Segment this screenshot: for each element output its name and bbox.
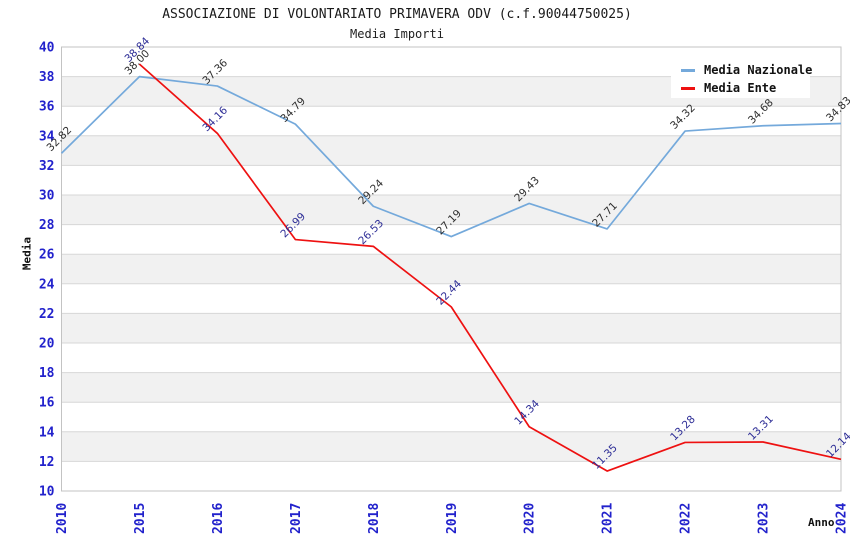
x-tick-label: 2016 [211,503,226,534]
x-tick-label: 2021 [601,503,616,534]
band [61,313,841,343]
y-axis-title: Media [20,236,34,271]
y-tick-label: 24 [39,277,55,292]
y-tick-label: 28 [39,218,55,233]
legend-label-media-nazionale: Media Nazionale [704,63,813,77]
legend-label-media-ente: Media Ente [704,81,777,95]
y-tick-label: 30 [39,189,55,204]
chart-subtitle: Media Importi [350,27,444,41]
x-tick-label: 2020 [523,503,538,534]
y-tick-label: 16 [39,396,55,411]
legend: Media Nazionale Media Ente [671,54,813,98]
y-tick-label: 34 [39,129,55,144]
x-tick-label: 2023 [757,503,772,534]
series-line-media-nazionale [60,75,842,238]
legend-item-media-nazionale: Media Nazionale [681,61,813,79]
y-tick-label: 22 [39,307,55,322]
y-tick-label: 10 [39,485,55,500]
legend-swatch-media-nazionale [681,68,695,72]
y-tick-label: 32 [39,159,55,174]
band [61,372,841,403]
series-line-media-ente [138,63,842,472]
x-axis-title: Anno [808,516,835,529]
x-tick-label: 2024 [835,503,850,534]
y-tick-label: 38 [39,70,55,85]
band [61,135,841,166]
band [61,195,841,225]
x-tick-label: 2018 [367,503,382,534]
band [61,254,841,284]
y-tick-label: 18 [39,366,55,381]
legend-item-media-ente: Media Ente [681,79,810,97]
x-tick-label: 2019 [445,503,460,534]
legend-swatch-media-ente [681,86,695,90]
plot-border [61,46,842,492]
value-label: 34.16 [200,104,230,134]
y-tick-label: 12 [39,455,55,470]
y-tick-label: 14 [39,425,55,440]
x-tick-label: 2015 [133,503,148,534]
chart-title: ASSOCIAZIONE DI VOLONTARIATO PRIMAVERA O… [162,7,632,22]
y-tick-label: 36 [39,100,55,115]
x-tick-label: 2017 [289,503,304,534]
band [61,431,841,462]
y-tick-label: 20 [39,337,55,352]
x-tick-label: 2022 [679,503,694,534]
x-tick-label: 2010 [55,503,70,534]
y-tick-label: 40 [39,41,55,56]
y-tick-label: 26 [39,248,55,263]
